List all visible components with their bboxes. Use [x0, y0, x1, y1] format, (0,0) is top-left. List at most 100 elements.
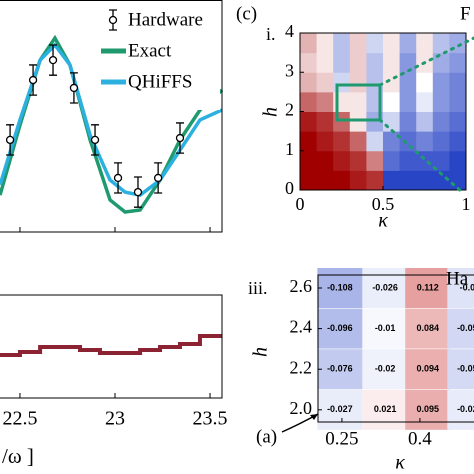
- heat-cell: [383, 131, 401, 152]
- heat-cell: [333, 170, 351, 191]
- y-tick-label: 0: [285, 178, 294, 198]
- cell-value: 0.084: [416, 323, 439, 333]
- heat-cell: [399, 131, 417, 152]
- cell-value: -0.054: [457, 364, 474, 374]
- zoom-line: [378, 36, 474, 87]
- cell-value: 0.095: [416, 404, 439, 414]
- cell-value: -0.096: [327, 323, 353, 333]
- cell-value: 0.021: [374, 404, 397, 414]
- heat-cell: [432, 131, 450, 152]
- heat-cell: [449, 91, 467, 112]
- heat-cell: [300, 52, 318, 73]
- heat-cell: [383, 33, 401, 54]
- cell: [317, 349, 363, 390]
- panel-label: (c): [236, 3, 257, 24]
- panel-sublabel: iii.: [248, 278, 268, 298]
- data-point: [153, 173, 163, 183]
- heat-cell: [349, 131, 367, 152]
- cell-value: -0.108: [327, 282, 353, 292]
- heat-cell: [333, 131, 351, 152]
- step-line: [0, 333, 222, 358]
- heat-cell: [416, 33, 434, 54]
- heat-cell: [333, 52, 351, 73]
- heat-cell: [399, 52, 417, 73]
- data-point: [133, 187, 143, 197]
- heat-cell: [316, 170, 334, 191]
- cell-value: -0.027: [327, 404, 353, 414]
- data-point: [28, 75, 38, 85]
- heat-cell: [383, 150, 401, 171]
- heat-cell: [316, 150, 334, 171]
- heat-cell: [349, 150, 367, 171]
- cell-value: -0.04: [460, 282, 474, 292]
- zoom-box: [335, 83, 382, 122]
- heat-cell: [366, 52, 384, 73]
- cell: [405, 389, 451, 430]
- heat-cell: [366, 170, 384, 191]
- heat-cell: [349, 170, 367, 191]
- y-tick-label: 4: [285, 21, 294, 41]
- heat-cell: [449, 131, 467, 152]
- heat-cell: [316, 91, 334, 112]
- heat-cell: [316, 131, 334, 152]
- heat-cell: [432, 33, 450, 54]
- data-point: [5, 135, 15, 145]
- panel-title: F: [460, 3, 471, 24]
- heat-cell: [349, 72, 367, 93]
- cell: [317, 308, 363, 349]
- cell: [362, 349, 408, 390]
- legend-label: QHiFFS: [128, 71, 192, 92]
- heat-cell: [316, 33, 334, 54]
- cell-value: 0.094: [416, 364, 439, 374]
- heat-cell: [333, 150, 351, 171]
- x-axis-label: /ω ]: [2, 444, 34, 468]
- heat-cell: [300, 91, 318, 112]
- heat-cell: [432, 170, 450, 191]
- heat-cell: [432, 111, 450, 132]
- panel-title: Ha: [446, 268, 469, 289]
- cell: [447, 389, 474, 430]
- axes-frame: [0, 294, 223, 399]
- heat-cell: [432, 72, 450, 93]
- axes-frame: [0, 0, 223, 233]
- cell: [362, 389, 408, 430]
- cell: [447, 349, 474, 390]
- y-tick-label: 2.6: [290, 276, 313, 296]
- y-tick-label: 2.0: [290, 398, 313, 418]
- arrow-head: [310, 414, 318, 420]
- heat-cell: [383, 52, 401, 73]
- x-axis-label: κ: [395, 452, 405, 474]
- legend-label: Hardware: [128, 9, 203, 30]
- y-tick-label: 2.4: [290, 317, 313, 337]
- cell: [405, 349, 451, 390]
- heat-cell: [316, 72, 334, 93]
- heat-cell: [416, 170, 434, 191]
- panel-sublabel: i.: [266, 24, 276, 44]
- zoom-line: [378, 118, 464, 194]
- heat-cell: [416, 91, 434, 112]
- heat-cell: [449, 52, 467, 73]
- y-axis-label: h: [260, 107, 282, 117]
- heat-cell: [383, 72, 401, 93]
- heat-cell: [399, 111, 417, 132]
- cell-value: -0.029: [457, 404, 474, 414]
- decorations: [281, 36, 474, 433]
- y-axis-label: h: [250, 347, 272, 357]
- heat-cell: [300, 150, 318, 171]
- heat-cell: [300, 33, 318, 54]
- x-tick-label: 0.25: [325, 428, 358, 449]
- heat-cell: [432, 52, 450, 73]
- cell-value: -0.076: [327, 364, 353, 374]
- heat-cell: [300, 131, 318, 152]
- x-tick-label: 22.5: [2, 408, 37, 430]
- data-point: [69, 83, 79, 93]
- heat-cell: [366, 150, 384, 171]
- cell-value: -0.026: [372, 282, 398, 292]
- heat-cell: [399, 91, 417, 112]
- cell-value: -0.056: [457, 323, 474, 333]
- data-point: [90, 135, 100, 145]
- data-point: [113, 173, 123, 183]
- axes-frame: [317, 274, 474, 423]
- heat-cell: [300, 170, 318, 191]
- legend-label: Exact: [128, 40, 172, 61]
